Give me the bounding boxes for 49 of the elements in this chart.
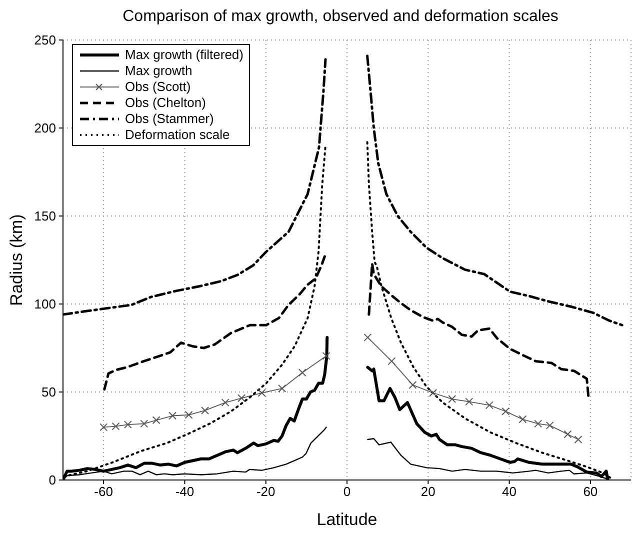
point [388,357,396,366]
point [448,395,456,404]
y-tick-label: 250 [34,32,56,48]
point [152,416,160,424]
x-axis-title: Latitude [316,510,378,529]
x-tick-label: 0 [343,484,351,500]
point [238,394,246,402]
y-tick-label: 100 [34,296,56,312]
point [168,412,177,420]
x-tick-label: -20 [256,484,276,500]
legend-label: Obs (Chelton) [125,95,206,111]
point [100,423,108,432]
point [112,422,120,430]
legend-label: Max growth (filtered) [125,47,244,63]
legend-label: Obs (Stammer) [125,111,214,127]
point [124,420,132,429]
x-tick-label: -60 [94,484,113,500]
legend-label: Obs (Scott) [125,79,191,95]
x-tick-label: -40 [175,484,194,500]
y-tick-label: 200 [34,120,56,136]
point [465,398,474,406]
point [298,368,306,377]
x-tick-label: 20 [420,484,436,500]
point [140,420,148,428]
point [564,430,572,438]
point [201,406,209,414]
point [502,407,510,416]
y-axis-title: Radius (km) [7,214,26,306]
legend-label: Max growth [125,63,192,79]
point [429,388,438,397]
point [546,421,554,430]
point [278,384,286,392]
point [534,420,542,428]
point [408,380,417,389]
point [364,333,372,342]
point [322,352,330,360]
point [518,415,527,424]
point [184,410,193,419]
point [258,388,266,397]
x-tick-label: 60 [583,484,598,500]
y-tick-label: 0 [48,472,56,488]
chart-title: Comparison of max growth, observed and deformation scales [122,8,560,27]
x-tick-label: 40 [502,484,517,500]
y-tick-label: 50 [42,384,56,400]
point [221,398,230,407]
point [574,436,582,444]
point [485,401,494,410]
y-tick-label: 150 [34,208,56,224]
legend-label: Deformation scale [125,127,230,143]
